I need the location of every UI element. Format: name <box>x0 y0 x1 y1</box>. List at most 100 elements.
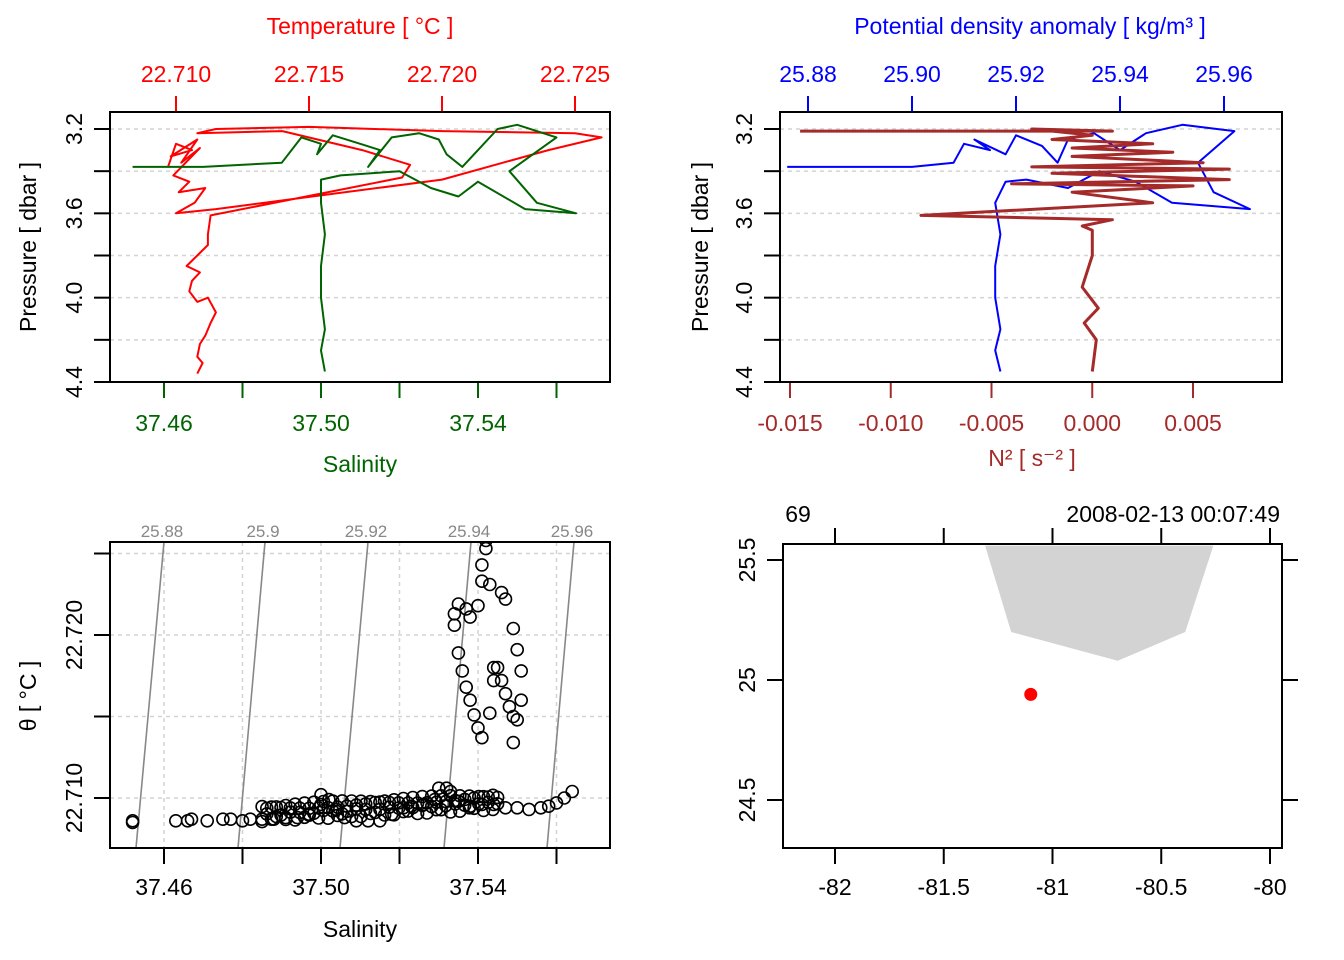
ts-point <box>476 803 491 818</box>
plot-frame <box>109 111 611 383</box>
y-tick-label: 4.4 <box>61 366 87 398</box>
pressure-axis-title: Pressure [ dbar ] <box>687 162 713 332</box>
ts-point <box>288 797 302 812</box>
y-tick-label: 3.2 <box>731 113 757 145</box>
ts-point <box>410 806 425 821</box>
isopycnal-line <box>135 541 165 849</box>
ts-point <box>200 813 214 828</box>
ts-point <box>269 800 284 814</box>
isopycnal-label: 25.92 <box>345 522 388 541</box>
coastline-land <box>985 545 1214 661</box>
density-axis-title: Potential density anomaly [ kg/m³ ] <box>854 13 1206 39</box>
ts-point <box>506 709 521 724</box>
ts-point <box>498 686 513 701</box>
salinity-axis-title: Salinity <box>323 451 398 477</box>
panel-temperature-salinity-profile: Temperature [ °C ] Salinity Pressure [ d… <box>15 13 611 477</box>
ts-point <box>223 812 238 827</box>
ts-point <box>325 804 340 818</box>
ts-point <box>235 813 250 828</box>
x-tick-label: -80.5 <box>1135 874 1187 900</box>
bottom-tick-label: 0.000 <box>1063 410 1121 436</box>
ts-point <box>184 812 199 827</box>
x-tick-label: -82 <box>818 874 851 900</box>
ts-point <box>358 802 373 817</box>
ts-point <box>169 813 183 828</box>
ts-point <box>490 660 505 675</box>
ts-point <box>522 802 536 817</box>
plot-frame <box>109 541 611 849</box>
bottom-tick-label: -0.010 <box>858 410 923 436</box>
x-tick-label: 37.54 <box>449 874 507 900</box>
temperature-axis-title: Temperature [ °C ] <box>267 13 454 39</box>
x-tick-label: -81 <box>1036 874 1069 900</box>
y-tick-label: 24.5 <box>734 778 760 823</box>
ts-point <box>459 680 474 695</box>
ts-point <box>467 708 481 722</box>
ts-point <box>243 812 258 827</box>
ts-point <box>494 673 509 688</box>
station-marker <box>1024 687 1038 701</box>
ts-point <box>354 809 368 824</box>
ts-point <box>311 811 326 825</box>
y-tick-label: 4.0 <box>731 282 757 314</box>
x-tick-label: 37.50 <box>292 874 350 900</box>
y-tick-label: 3.6 <box>731 197 757 229</box>
ts-point <box>255 814 269 829</box>
ts-point <box>479 542 493 548</box>
ts-point <box>475 558 489 572</box>
ts-point <box>486 660 501 675</box>
ts-point <box>278 812 293 827</box>
top-tick-label: 25.90 <box>883 61 941 87</box>
ts-point <box>510 642 525 657</box>
ts-point <box>506 621 521 636</box>
top-tick-label: 25.92 <box>987 61 1045 87</box>
top-tick-label: 22.720 <box>407 61 477 87</box>
ts-point <box>541 799 556 814</box>
ts-point <box>463 693 477 708</box>
bottom-tick-label: -0.015 <box>757 410 822 436</box>
ts-point <box>368 795 383 810</box>
x-tick-label: -80 <box>1253 874 1286 900</box>
isopycnal-label: 25.9 <box>246 522 279 541</box>
y-tick-label: 3.2 <box>61 113 87 145</box>
bottom-tick-label: 37.46 <box>135 410 193 436</box>
bottom-tick-label: -0.005 <box>959 410 1024 436</box>
ts-point <box>288 813 302 827</box>
n2-axis-title: N² [ s⁻² ] <box>988 445 1076 471</box>
ts-point <box>455 664 470 678</box>
ts-point <box>344 794 359 808</box>
y-tick-label: 25.5 <box>734 538 760 583</box>
ts-point <box>434 802 448 817</box>
density-line <box>787 123 1251 372</box>
theta-axis-title: θ [ °C ] <box>15 661 41 732</box>
ts-point <box>475 574 489 589</box>
ts-point <box>565 784 580 799</box>
isopycnal-line <box>339 541 369 849</box>
panel-station-map: 69 2008-02-13 00:07:49 -82 -81.5 -81 -80.5 -… <box>734 501 1298 900</box>
y-tick-label: 22.710 <box>61 763 87 833</box>
ts-point <box>467 801 481 816</box>
plot-frame <box>782 543 1283 849</box>
ts-point <box>506 735 521 750</box>
ts-point <box>533 800 548 815</box>
ts-point <box>482 706 497 721</box>
ts-point <box>486 673 501 688</box>
ts-point <box>510 712 525 727</box>
x-tick-label: -81.5 <box>918 874 970 900</box>
ts-point <box>377 808 392 822</box>
ts-point <box>514 693 529 708</box>
salinity-line <box>132 123 578 372</box>
ts-point <box>498 592 513 606</box>
ts-point <box>396 791 411 806</box>
y-tick-label: 4.4 <box>731 366 757 398</box>
pressure-axis-title: Pressure [ dbar ] <box>15 162 41 332</box>
ts-point <box>482 577 497 592</box>
ts-point <box>387 807 401 822</box>
y-tick-label: 4.0 <box>61 282 87 314</box>
ts-point <box>216 812 230 827</box>
temperature-line <box>167 125 603 375</box>
ts-point <box>321 811 335 826</box>
y-tick-label: 3.6 <box>61 197 87 229</box>
ts-point <box>463 610 477 624</box>
